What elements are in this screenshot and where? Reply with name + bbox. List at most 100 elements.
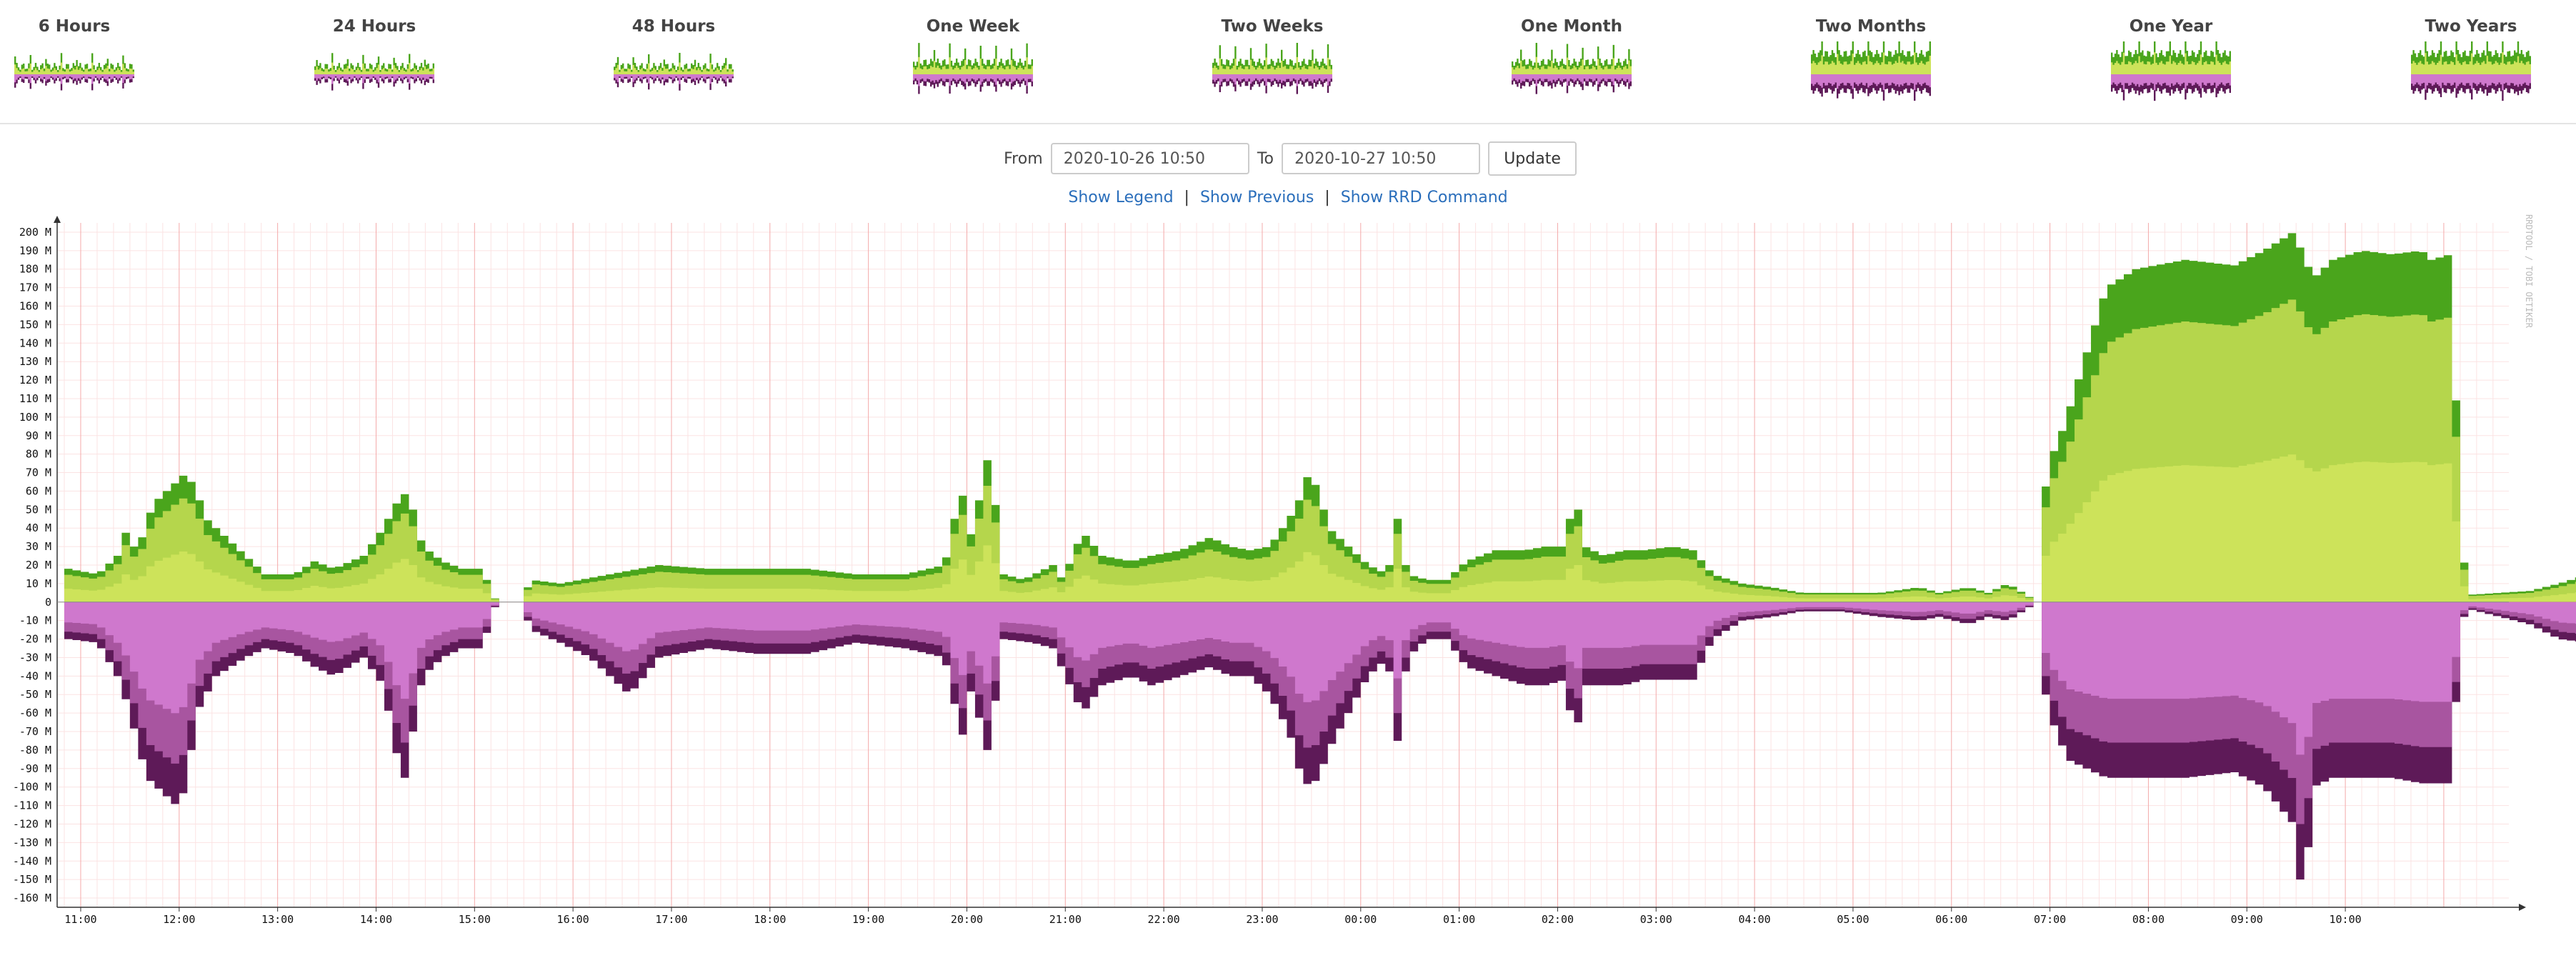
y-tick-label: 130 M [19,355,51,368]
thumb-title: 24 Hours [332,17,416,36]
y-tick-label: -80 M [19,744,51,757]
x-tick-label: 09:00 [2231,913,2263,926]
y-tick-label: 50 M [26,503,51,516]
x-tick-label: 00:00 [1344,913,1377,926]
x-tick-label: 02:00 [1542,913,1574,926]
from-date-input[interactable] [1050,143,1249,174]
y-tick-label: 60 M [26,484,51,497]
date-range-controls: From To Update [0,141,2576,176]
graph-axes [54,216,2526,911]
x-tick-label: 19:00 [852,913,884,926]
y-axis-labels: 200 M 190 M 180 M 170 M 160 M 150 M 140 M 130 M… [13,226,51,904]
to-date-input[interactable] [1282,143,1481,174]
thumb-sparkline [2411,41,2531,101]
x-tick-label: 17:00 [655,913,687,926]
thumb-one-year[interactable]: One Year [2078,17,2264,107]
show-legend-link[interactable]: Show Legend [1068,189,1174,206]
y-tick-label: 40 M [26,522,51,534]
x-tick-label: 14:00 [360,913,392,926]
rrdtool-credit: RRDTOOL / TOBI OETIKER [2524,214,2534,329]
x-axis-labels: 11:00 12:00 13:00 14:00 15:00 16:00 17:00 18:00… [64,907,2362,926]
thumb-sparkline [913,43,1033,94]
thumb-title: Two Weeks [1221,17,1324,36]
x-axis-arrow [2519,904,2526,911]
y-tick-label: -10 M [19,614,51,627]
y-tick-label: 180 M [19,263,51,276]
x-tick-label: 15:00 [459,913,491,926]
y-tick-label: -50 M [19,688,51,701]
thumb-title: Two Months [1815,17,1927,36]
thumb-24-hours[interactable]: 24 Hours [281,17,467,107]
link-separator: | [1184,189,1189,206]
y-tick-label: -20 M [19,633,51,646]
y-tick-label: -110 M [13,799,51,812]
y-tick-label: -160 M [13,892,51,904]
x-tick-label: 12:00 [163,913,195,926]
thumb-title: 6 Hours [38,17,111,36]
thumb-sparkline [1212,43,1332,94]
y-tick-label: -70 M [19,725,51,738]
x-tick-label: 23:00 [1246,913,1278,926]
show-previous-link[interactable]: Show Previous [1199,189,1314,206]
y-tick-label: 140 M [19,336,51,349]
x-tick-label: 18:00 [754,913,786,926]
thumb-sparkline [14,53,134,91]
update-button[interactable]: Update [1488,141,1577,176]
series-outbound-dark [64,602,2576,880]
y-tick-label: -150 M [13,873,51,886]
y-tick-label: 20 M [26,559,51,572]
x-tick-label: 04:00 [1739,913,1771,926]
y-axis-arrow [54,216,61,223]
y-tick-label: -90 M [19,762,51,775]
y-tick-label: -130 M [13,836,51,849]
y-tick-label: 190 M [19,244,51,257]
y-tick-label: 150 M [19,318,51,331]
y-tick-label: 100 M [19,411,51,424]
x-tick-label: 22:00 [1148,913,1180,926]
y-tick-label: 90 M [26,429,51,442]
y-tick-label: 160 M [19,300,51,313]
x-tick-label: 06:00 [1935,913,1967,926]
thumb-sparkline [614,53,734,91]
show-rrd-command-link[interactable]: Show RRD Command [1340,189,1508,206]
y-tick-label: 110 M [19,392,51,405]
thumb-title: 48 Hours [631,17,716,36]
x-tick-label: 13:00 [261,913,294,926]
thumb-6-hours[interactable]: 6 Hours [0,17,167,107]
x-tick-label: 21:00 [1049,913,1082,926]
thumb-sparkline [1512,43,1632,94]
timespan-thumbnails: 6 Hours 24 Hours 48 Hours One Week Two W… [0,0,2576,124]
y-tick-label: -120 M [13,817,51,830]
x-tick-label: 05:00 [1837,913,1869,926]
y-tick-label: -40 M [19,669,51,682]
thumb-two-years[interactable]: Two Years [2378,17,2564,107]
thumb-one-month[interactable]: One Month [1479,17,1664,107]
thumb-two-months[interactable]: Two Months [1778,17,1964,107]
thumb-title: Two Years [2425,17,2517,36]
y-tick-label: -30 M [19,651,51,664]
series-inbound-light [64,454,2576,602]
x-tick-label: 01:00 [1443,913,1475,926]
thumb-sparkline [1811,41,1931,101]
link-separator: | [1324,189,1330,206]
thumb-title: One Week [926,17,1020,36]
x-tick-label: 07:00 [2034,913,2066,926]
thumb-48-hours[interactable]: 48 Hours [581,17,767,107]
y-tick-label: 70 M [26,466,51,479]
series-outbound-light [64,602,2576,755]
x-tick-label: 03:00 [1640,913,1672,926]
y-tick-label: 0 [45,596,51,609]
y-tick-label: 200 M [19,226,51,239]
y-tick-label: 10 M [26,577,51,590]
y-tick-label: 30 M [26,540,51,553]
thumb-two-weeks[interactable]: Two Weeks [1179,17,1365,107]
y-tick-label: -140 M [13,854,51,867]
traffic-graph: 200 M 190 M 180 M 170 M 160 M 150 M 140 M 130 M… [13,214,2576,926]
thumb-one-week[interactable]: One Week [880,17,1066,107]
y-tick-label: 120 M [19,374,51,386]
x-tick-label: 20:00 [951,913,983,926]
y-tick-label: 170 M [19,281,51,294]
graph-areas [64,233,2576,880]
y-tick-label: 80 M [26,448,51,461]
x-tick-label: 16:00 [557,913,589,926]
